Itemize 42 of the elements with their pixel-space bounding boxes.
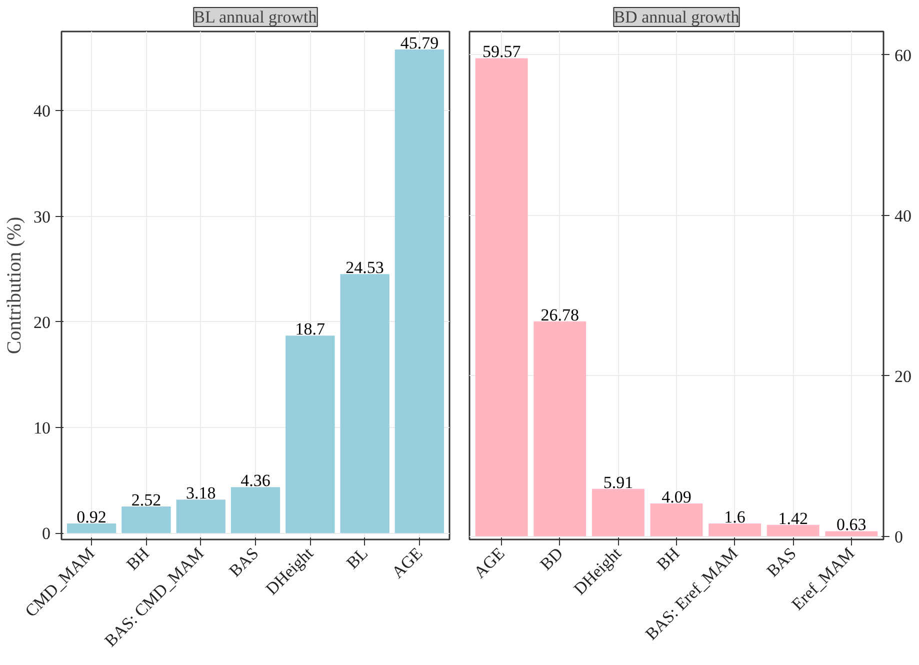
data-label: 4.09 <box>662 487 692 506</box>
data-label: 24.53 <box>346 258 384 278</box>
data-label: 3.18 <box>186 484 216 503</box>
bar <box>534 321 586 536</box>
bar <box>66 523 116 534</box>
data-label: 59.57 <box>482 42 522 62</box>
y-tick-label: 20 <box>894 366 912 386</box>
x-tick-label: BD <box>536 544 567 574</box>
data-label: 0.92 <box>76 507 106 526</box>
y-tick-label: 10 <box>34 418 50 438</box>
bar <box>650 503 703 536</box>
x-tick-label: BL <box>342 544 372 573</box>
bar <box>340 274 390 534</box>
y-tick-label: 40 <box>894 206 912 226</box>
bar <box>708 523 762 536</box>
bar <box>394 50 444 534</box>
y-tick-label: 40 <box>34 102 50 121</box>
data-label: 1.6 <box>724 507 746 526</box>
data-label: 4.36 <box>240 471 270 490</box>
y-tick-label: 0 <box>42 524 50 544</box>
bar <box>286 336 335 534</box>
chart-title: BL annual growth <box>194 8 318 26</box>
data-label: 0.63 <box>836 515 866 534</box>
bar <box>766 524 820 536</box>
y-tick-label: 30 <box>34 207 50 226</box>
bar <box>475 58 528 536</box>
data-label: 2.52 <box>131 490 162 510</box>
y-tick-label: 20 <box>34 312 50 332</box>
data-label: 5.91 <box>603 472 634 492</box>
y-tick-label: 60 <box>894 46 912 65</box>
bar <box>122 506 171 534</box>
bar <box>825 531 878 536</box>
y-tick-label: 0 <box>894 527 903 546</box>
data-label: 26.78 <box>540 305 580 324</box>
data-label: 1.42 <box>778 508 808 528</box>
data-label: 18.7 <box>295 320 326 339</box>
bar <box>592 488 644 536</box>
bar <box>176 500 226 534</box>
bar <box>230 487 280 534</box>
data-label: 45.79 <box>400 34 439 53</box>
chart-title: BD annual growth <box>614 8 740 26</box>
y-axis-title: Contribution (%) <box>4 216 26 354</box>
